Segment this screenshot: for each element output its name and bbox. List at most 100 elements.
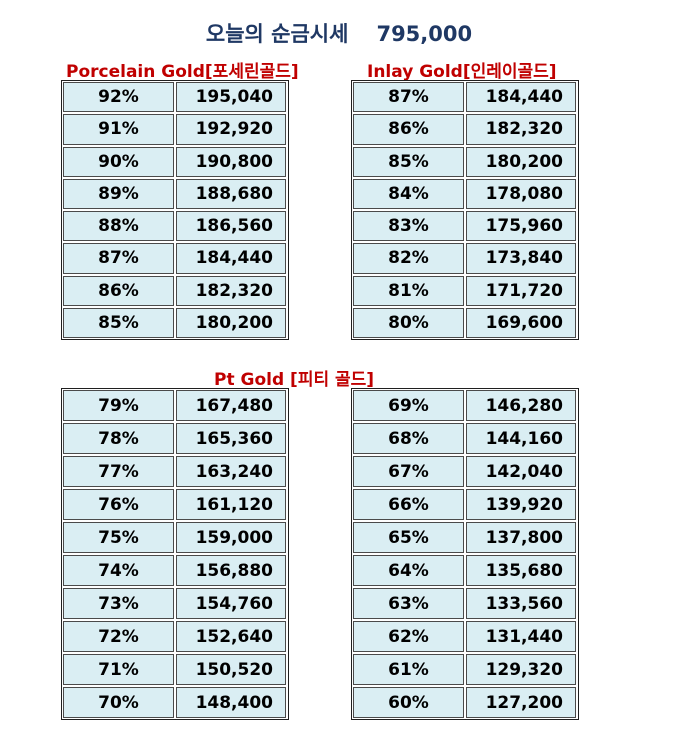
- table-row: 65% 137,800: [352, 521, 578, 554]
- table-row: 69% 146,280: [352, 389, 578, 422]
- table-row: 73% 154,760: [62, 587, 288, 620]
- purity-cell: 68%: [353, 423, 464, 454]
- price-cell: 190,800: [176, 146, 286, 177]
- purity-cell: 70%: [63, 687, 174, 718]
- price-cell: 139,920: [466, 489, 576, 520]
- price-cell: 167,480: [176, 390, 286, 421]
- purity-cell: 75%: [63, 522, 174, 553]
- gold-price: 795,000: [376, 22, 473, 46]
- table-row: 85% 180,200: [62, 307, 288, 339]
- price-cell: 165,360: [176, 423, 286, 454]
- purity-cell: 62%: [353, 621, 464, 652]
- purity-cell: 72%: [63, 621, 174, 652]
- table-row: 72% 152,640: [62, 620, 288, 653]
- table-row: 85% 180,200: [352, 146, 578, 178]
- price-cell: 129,320: [466, 654, 576, 685]
- porcelain-gold-table: 92% 195,040 91% 192,920 90% 190,800 89% 188,680…: [61, 80, 289, 340]
- purity-cell: 67%: [353, 456, 464, 487]
- purity-cell: 85%: [353, 146, 464, 177]
- table-row: 86% 182,320: [62, 275, 288, 307]
- table-row: 78% 165,360: [62, 422, 288, 455]
- table-row: 75% 159,000: [62, 521, 288, 554]
- table-row: 91% 192,920: [62, 113, 288, 145]
- purity-cell: 78%: [63, 423, 174, 454]
- purity-cell: 87%: [63, 243, 174, 274]
- purity-cell: 80%: [353, 307, 464, 338]
- inlay-gold-heading: Inlay Gold[인레이골드]: [367, 62, 557, 82]
- table-row: 86% 182,320: [352, 113, 578, 145]
- purity-cell: 90%: [63, 146, 174, 177]
- table-row: 62% 131,440: [352, 620, 578, 653]
- purity-cell: 87%: [353, 82, 464, 113]
- table-row: 68% 144,160: [352, 422, 578, 455]
- inlay-gold-table: 87% 184,440 86% 182,320 85% 180,200 84% 178,080…: [351, 80, 579, 340]
- pt-gold-table-right: 69% 146,280 68% 144,160 67% 142,040 66% 139,920…: [351, 388, 579, 720]
- table-row: 84% 178,080: [352, 178, 578, 210]
- price-cell: 175,960: [466, 211, 576, 242]
- table-row: 87% 184,440: [352, 81, 578, 113]
- table-row: 77% 163,240: [62, 455, 288, 488]
- table-row: 79% 167,480: [62, 389, 288, 422]
- table-row: 92% 195,040: [62, 81, 288, 113]
- purity-cell: 81%: [353, 275, 464, 306]
- purity-cell: 89%: [63, 178, 174, 209]
- page-title: 오늘의 순금시세 795,000: [0, 18, 678, 48]
- price-cell: 137,800: [466, 522, 576, 553]
- price-cell: 163,240: [176, 456, 286, 487]
- price-cell: 169,600: [466, 307, 576, 338]
- purity-cell: 84%: [353, 178, 464, 209]
- table-row: 60% 127,200: [352, 686, 578, 719]
- purity-cell: 74%: [63, 555, 174, 586]
- table-row: 81% 171,720: [352, 275, 578, 307]
- purity-cell: 60%: [353, 687, 464, 718]
- table-row: 83% 175,960: [352, 210, 578, 242]
- purity-cell: 92%: [63, 82, 174, 113]
- purity-cell: 88%: [63, 211, 174, 242]
- purity-cell: 82%: [353, 243, 464, 274]
- price-cell: 180,200: [466, 146, 576, 177]
- table-row: 67% 142,040: [352, 455, 578, 488]
- purity-cell: 69%: [353, 390, 464, 421]
- price-cell: 188,680: [176, 178, 286, 209]
- price-cell: 186,560: [176, 211, 286, 242]
- purity-cell: 73%: [63, 588, 174, 619]
- price-cell: 144,160: [466, 423, 576, 454]
- purity-cell: 77%: [63, 456, 174, 487]
- table-row: 71% 150,520: [62, 653, 288, 686]
- table-row: 82% 173,840: [352, 242, 578, 274]
- price-cell: 154,760: [176, 588, 286, 619]
- purity-cell: 85%: [63, 307, 174, 338]
- price-cell: 133,560: [466, 588, 576, 619]
- price-cell: 192,920: [176, 114, 286, 145]
- porcelain-gold-heading: Porcelain Gold[포세린골드]: [66, 62, 299, 82]
- price-cell: 146,280: [466, 390, 576, 421]
- price-cell: 173,840: [466, 243, 576, 274]
- price-cell: 131,440: [466, 621, 576, 652]
- title-text: 오늘의 순금시세: [205, 22, 349, 46]
- purity-cell: 83%: [353, 211, 464, 242]
- price-cell: 171,720: [466, 275, 576, 306]
- table-row: 66% 139,920: [352, 488, 578, 521]
- price-cell: 180,200: [176, 307, 286, 338]
- purity-cell: 91%: [63, 114, 174, 145]
- table-row: 76% 161,120: [62, 488, 288, 521]
- table-row: 80% 169,600: [352, 307, 578, 339]
- table-row: 89% 188,680: [62, 178, 288, 210]
- table-row: 88% 186,560: [62, 210, 288, 242]
- table-row: 87% 184,440: [62, 242, 288, 274]
- purity-cell: 86%: [63, 275, 174, 306]
- price-cell: 150,520: [176, 654, 286, 685]
- purity-cell: 63%: [353, 588, 464, 619]
- price-cell: 135,680: [466, 555, 576, 586]
- table-row: 64% 135,680: [352, 554, 578, 587]
- price-cell: 159,000: [176, 522, 286, 553]
- table-row: 61% 129,320: [352, 653, 578, 686]
- purity-cell: 61%: [353, 654, 464, 685]
- purity-cell: 65%: [353, 522, 464, 553]
- price-cell: 184,440: [466, 82, 576, 113]
- price-cell: 178,080: [466, 178, 576, 209]
- pt-gold-table-left: 79% 167,480 78% 165,360 77% 163,240 76% 161,120…: [61, 388, 289, 720]
- pt-gold-heading: Pt Gold [피티 골드]: [214, 370, 375, 390]
- table-row: 90% 190,800: [62, 146, 288, 178]
- purity-cell: 64%: [353, 555, 464, 586]
